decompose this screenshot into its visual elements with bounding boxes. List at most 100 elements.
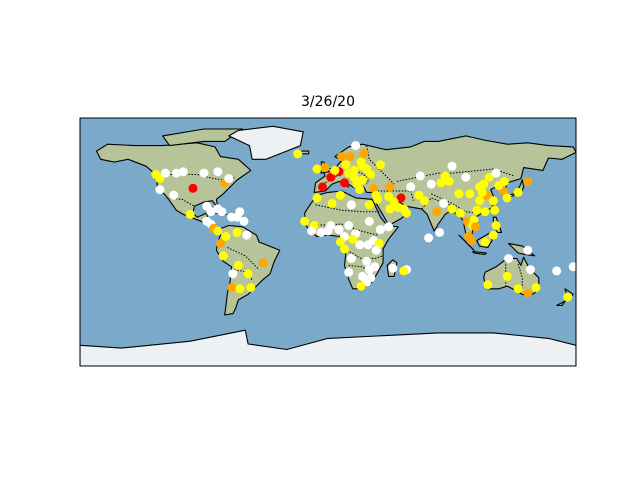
data-point-low bbox=[330, 165, 340, 175]
data-point-low bbox=[454, 189, 464, 199]
data-point-high bbox=[396, 193, 406, 203]
data-point-low bbox=[362, 164, 372, 174]
data-point-high bbox=[340, 178, 349, 188]
data-point-medium bbox=[369, 183, 378, 193]
data-point-low bbox=[235, 284, 245, 294]
data-point-low bbox=[483, 280, 493, 290]
data-point-low bbox=[341, 160, 351, 170]
data-point-medium bbox=[345, 152, 355, 162]
data-point-none bbox=[239, 216, 249, 226]
border-middle-east bbox=[377, 190, 414, 201]
data-point-none bbox=[447, 161, 457, 171]
data-point-low bbox=[218, 251, 228, 261]
data-point-low bbox=[414, 190, 424, 200]
data-point-low bbox=[402, 208, 411, 218]
data-point-low bbox=[389, 197, 399, 207]
data-point-none bbox=[426, 179, 436, 189]
data-point-low bbox=[300, 216, 310, 226]
data-point-low bbox=[355, 185, 365, 195]
data-point-medium bbox=[470, 222, 480, 232]
data-point-none bbox=[171, 168, 181, 178]
map-frame bbox=[79, 117, 577, 367]
data-point-low bbox=[335, 190, 345, 200]
data-point-none bbox=[435, 227, 445, 237]
data-point-none bbox=[351, 141, 361, 151]
data-point-low bbox=[502, 193, 512, 203]
data-point-none bbox=[224, 174, 234, 184]
data-point-medium bbox=[523, 176, 533, 186]
data-point-low bbox=[233, 260, 243, 270]
data-point-low bbox=[335, 237, 345, 247]
data-point-none bbox=[346, 200, 356, 210]
map-title: 3/26/20 bbox=[301, 94, 355, 110]
data-point-none bbox=[371, 245, 381, 255]
data-point-low bbox=[440, 171, 450, 181]
border-australia-2 bbox=[517, 263, 523, 289]
data-point-none bbox=[491, 168, 501, 178]
data-point-none bbox=[355, 240, 365, 250]
data-point-low bbox=[513, 284, 523, 294]
data-point-none bbox=[568, 262, 576, 272]
data-point-low bbox=[488, 230, 498, 240]
data-point-none bbox=[504, 254, 513, 263]
data-point-low bbox=[374, 238, 384, 248]
data-point-none bbox=[242, 230, 252, 240]
data-point-none bbox=[364, 216, 374, 226]
data-point-none bbox=[326, 221, 336, 230]
data-point-low bbox=[502, 271, 512, 281]
ice-layer bbox=[80, 125, 576, 366]
data-point-low bbox=[491, 221, 501, 230]
landmass-north-america bbox=[95, 142, 252, 232]
data-point-low bbox=[185, 209, 195, 219]
data-point-none bbox=[552, 266, 562, 276]
data-point-low bbox=[155, 174, 165, 184]
data-point-none bbox=[235, 207, 245, 217]
data-point-low bbox=[356, 281, 366, 291]
data-point-low bbox=[385, 204, 395, 214]
border-south-america-1 bbox=[227, 247, 260, 270]
data-point-low bbox=[455, 208, 465, 218]
data-point-low bbox=[384, 192, 394, 201]
data-points bbox=[151, 141, 576, 302]
data-point-low bbox=[340, 244, 349, 254]
data-point-none bbox=[388, 263, 398, 273]
data-point-low bbox=[531, 283, 541, 292]
data-point-none bbox=[169, 190, 179, 200]
data-point-low bbox=[447, 204, 457, 214]
border-africa-south bbox=[344, 248, 384, 259]
data-point-none bbox=[307, 226, 316, 236]
data-point-none bbox=[334, 225, 344, 235]
data-point-medium bbox=[466, 236, 476, 246]
data-point-high bbox=[318, 182, 327, 192]
data-point-none bbox=[178, 167, 188, 177]
data-point-none bbox=[375, 225, 385, 235]
data-point-high bbox=[188, 183, 198, 193]
data-point-low bbox=[243, 269, 253, 279]
landmass-antarctica bbox=[80, 329, 576, 366]
data-point-low bbox=[349, 172, 359, 182]
data-point-none bbox=[424, 233, 434, 243]
data-point-none bbox=[415, 171, 425, 181]
data-point-medium bbox=[385, 182, 395, 192]
data-point-low bbox=[436, 178, 446, 188]
data-point-low bbox=[563, 292, 573, 302]
data-point-medium bbox=[320, 163, 330, 173]
data-point-medium bbox=[432, 207, 442, 217]
data-point-none bbox=[461, 172, 471, 182]
data-point-low bbox=[488, 196, 498, 206]
data-point-medium bbox=[337, 152, 347, 162]
data-point-medium bbox=[359, 149, 369, 159]
border-africa-north bbox=[315, 204, 379, 213]
data-point-medium bbox=[258, 258, 268, 268]
data-point-low bbox=[472, 205, 482, 215]
data-point-none bbox=[406, 182, 416, 192]
data-point-low bbox=[465, 189, 475, 199]
border-us-mexico bbox=[166, 197, 195, 207]
data-point-low bbox=[475, 196, 485, 206]
data-point-low bbox=[490, 205, 500, 215]
data-point-none bbox=[523, 245, 533, 255]
data-point-none bbox=[202, 216, 212, 226]
data-point-low bbox=[213, 226, 223, 236]
data-point-low bbox=[477, 187, 487, 197]
